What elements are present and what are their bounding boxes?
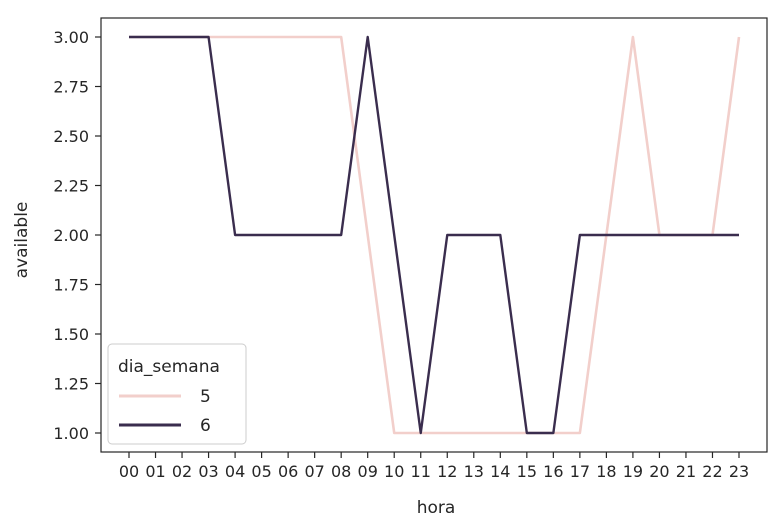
x-tick-label: 06: [278, 462, 298, 481]
series-layer: [129, 35, 741, 435]
x-tick-label: 04: [225, 462, 245, 481]
x-tick-label: 17: [570, 462, 590, 481]
x-tick-label: 19: [623, 462, 643, 481]
x-tick-label: 00: [119, 462, 139, 481]
legend-box: [107, 343, 247, 445]
x-tick-label: 22: [702, 462, 722, 481]
legend: dia_semana 5 6: [107, 343, 247, 445]
x-tick-label: 11: [411, 462, 431, 481]
legend-title: dia_semana: [118, 357, 220, 377]
x-tick-label: 14: [490, 462, 510, 481]
x-tick-label: 13: [464, 462, 484, 481]
x-tick-label: 23: [729, 462, 749, 481]
y-tick-label: 3.00: [53, 28, 89, 47]
legend-label-series-6: 6: [200, 416, 211, 436]
x-tick-label: 02: [172, 462, 192, 481]
y-tick-label: 1.25: [53, 375, 89, 394]
x-tick-label: 20: [649, 462, 669, 481]
x-tick-label: 15: [517, 462, 537, 481]
x-tick-label: 03: [198, 462, 218, 481]
x-tick-label: 09: [358, 462, 378, 481]
x-axis: 00 01 02 03 04 05 06 07 08 09 10 11 12 13 14 15 16 17 18 19…: [119, 452, 749, 481]
y-tick-label: 1.50: [53, 325, 89, 344]
legend-label-series-5: 5: [200, 387, 211, 407]
y-tick-label: 2.00: [53, 226, 89, 245]
x-tick-label: 12: [437, 462, 457, 481]
y-tick-label: 2.75: [53, 78, 89, 97]
x-tick-label: 18: [596, 462, 616, 481]
series-line-6: [129, 35, 739, 435]
series-line-5: [129, 35, 741, 435]
y-tick-label: 2.25: [53, 177, 89, 196]
x-tick-label: 08: [331, 462, 351, 481]
y-axis: 1.00 1.25 1.50 1.75 2.00 2.25 2.50 2.75 3.00: [53, 28, 101, 443]
x-tick-label: 21: [676, 462, 696, 481]
x-tick-label: 10: [384, 462, 404, 481]
y-tick-label: 1.00: [53, 424, 89, 443]
y-tick-label: 1.75: [53, 276, 89, 295]
x-tick-label: 16: [543, 462, 563, 481]
x-tick-label: 07: [304, 462, 324, 481]
y-axis-label: available: [12, 202, 32, 279]
x-tick-label: 05: [251, 462, 271, 481]
x-tick-label: 01: [145, 462, 165, 481]
x-axis-label: hora: [417, 498, 456, 518]
y-tick-label: 2.50: [53, 127, 89, 146]
